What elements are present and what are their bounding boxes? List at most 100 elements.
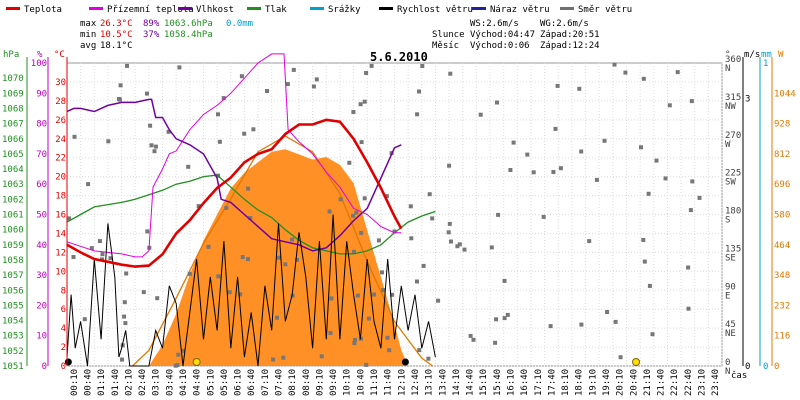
axis-solar-tick: 580 [774, 211, 790, 221]
axis-celsius-tick: 4 [61, 324, 66, 334]
wind-direction-mark [553, 126, 558, 131]
stats-humidity: 37% [143, 30, 160, 40]
axis-direction-compass: N [725, 367, 730, 377]
axis-celsius-tick: 22 [55, 154, 66, 164]
axis-direction-compass: SW [725, 178, 736, 188]
wind-direction-mark [338, 197, 343, 202]
wind-direction-mark [541, 214, 546, 219]
x-tick-label: 02:10 [124, 369, 134, 396]
legend-label: Teplota [24, 5, 62, 15]
axis-percent-unit: % [37, 50, 43, 60]
series-ground-temp [66, 53, 402, 258]
wind-direction-mark [86, 182, 91, 187]
wind-direction-mark [251, 127, 256, 132]
series-temperature [66, 118, 403, 268]
axis-hpa-tick: 1067 [2, 120, 24, 130]
wind-direction-mark [449, 239, 453, 244]
axis-direction-degree: 225 [725, 169, 741, 179]
axis-celsius-tick: 8 [61, 286, 66, 296]
x-tick-label: 17:10 [534, 369, 544, 396]
wind-direction-mark [283, 262, 288, 267]
legend-label: Rychlost větru [397, 5, 473, 15]
legend-swatch [560, 7, 574, 10]
wind-direction-mark [352, 341, 357, 346]
wind-direction-mark [555, 83, 560, 88]
wind-direction-mark [415, 279, 419, 284]
wind-direction-mark [495, 100, 499, 105]
wind-direction-mark [587, 239, 592, 244]
axis-celsius-tick: 26 [55, 116, 66, 126]
wind-direction-mark [366, 316, 371, 321]
wind-direction-mark [248, 216, 253, 220]
legend-label: Směr větru [578, 5, 632, 15]
wind-direction-mark [120, 357, 124, 362]
axis-solar-unit: W [778, 50, 784, 60]
axis-percent-tick: 50 [36, 211, 47, 221]
wind-direction-mark [295, 257, 299, 262]
wind-direction-mark [618, 355, 623, 360]
axis-direction-compass: NW [725, 102, 736, 112]
wind-direction-mark [216, 112, 220, 117]
wind-direction-mark [242, 131, 247, 136]
wind-direction-mark [206, 244, 211, 249]
x-tick-label: 19:40 [602, 369, 612, 396]
wind-direction-mark [221, 96, 226, 101]
x-tick-label: 13:10 [425, 369, 435, 396]
wind-direction-mark [72, 134, 77, 139]
wind-direction-mark [623, 70, 628, 75]
wind-direction-mark [650, 332, 655, 337]
solar-max-line [132, 135, 434, 367]
wind-direction-mark [421, 263, 426, 268]
axis-direction-compass: SE [725, 253, 736, 263]
wind-direction-mark [145, 229, 150, 234]
axis-celsius-tick: 16 [55, 211, 66, 221]
wind-direction-mark [175, 363, 180, 368]
x-tick-label: 18:10 [561, 369, 571, 396]
axis-direction-unit: ° [725, 50, 730, 60]
axis-solar-tick: 812 [774, 150, 790, 160]
sunrise-marker [192, 358, 201, 366]
chart-title: 5.6.2010 [370, 50, 428, 64]
info-sun-label: Slunce [432, 30, 465, 40]
series-wind-speed [66, 214, 436, 367]
wind-direction-mark [686, 306, 691, 311]
wind-direction-mark [351, 249, 356, 254]
stats-temp: 18.1°C [100, 41, 133, 51]
legend-label: Náraz větru [490, 5, 550, 15]
legend-label: Vlhkost [196, 5, 234, 15]
wind-direction-mark [641, 76, 646, 81]
wind-direction-mark [493, 340, 498, 345]
x-tick-label: 23:40 [711, 369, 721, 396]
wind-direction-mark [186, 164, 191, 169]
axis-hpa-tick: 1052 [2, 347, 24, 357]
wind-direction-mark [387, 348, 392, 353]
wind-direction-mark [502, 316, 507, 321]
wind-direction-mark [502, 278, 507, 283]
x-tick-label: 05:40 [220, 369, 230, 396]
wind-direction-mark [646, 191, 651, 196]
wind-direction-mark [420, 64, 425, 68]
wind-direction-mark [362, 196, 367, 201]
wind-direction-mark [314, 77, 319, 82]
wind-direction-mark [359, 140, 364, 145]
axis-direction-compass: NE [725, 329, 736, 339]
wind-direction-mark [612, 62, 617, 67]
wind-direction-mark [238, 292, 243, 297]
wind-direction-mark [353, 337, 357, 342]
stats-label: avg [80, 41, 96, 51]
axis-hpa-tick: 1056 [2, 286, 24, 296]
wind-direction-mark [417, 348, 422, 353]
wind-direction-mark [494, 317, 499, 322]
wind-direction-mark [415, 112, 420, 117]
wind-direction-mark [351, 110, 356, 114]
axis-percent-tick: 40 [36, 241, 47, 251]
axis-percent-tick: 0 [42, 362, 47, 372]
wind-direction-mark [489, 245, 494, 250]
wind-direction-mark [240, 255, 245, 260]
series-humidity [66, 98, 402, 252]
axis-direction-compass: E [725, 291, 730, 301]
axis-percent-tick: 70 [36, 150, 47, 160]
legend-swatch [310, 7, 324, 10]
axis-direction-degree: 135 [725, 244, 741, 254]
